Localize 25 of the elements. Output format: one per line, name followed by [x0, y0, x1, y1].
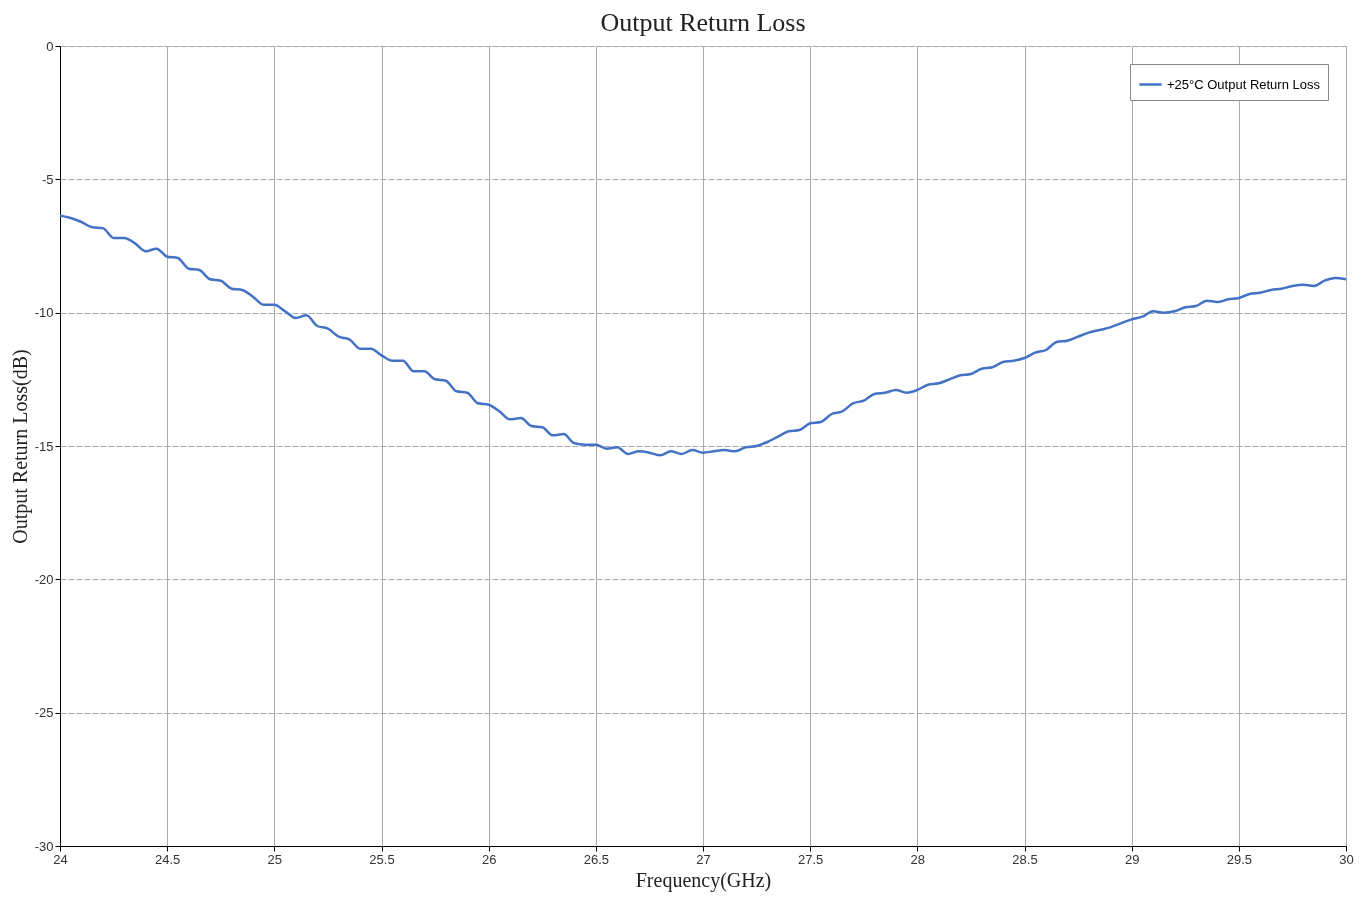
y-tick-label: -5	[41, 171, 54, 187]
chart-title: Output Return Loss	[600, 8, 806, 37]
y-tick-label: -20	[34, 571, 54, 587]
y-tick-label: -10	[34, 305, 54, 321]
line-series	[58, 214, 1348, 457]
y-axis-title: Output Return Loss(dB)	[8, 349, 32, 544]
x-tick-label: 26	[481, 851, 497, 867]
y-tick-label: 0	[46, 38, 54, 54]
y-tick-label: -25	[34, 705, 54, 721]
x-tick-label: 24	[53, 851, 68, 867]
y-tick-label: -30	[34, 838, 54, 854]
x-tick-label: 25.5	[369, 851, 395, 867]
x-tick-label: 24.5	[155, 851, 181, 867]
x-tick-label: 30	[1339, 851, 1354, 867]
legend-label: +25°C Output Return Loss	[1167, 76, 1321, 92]
x-tick-label: 26.5	[583, 851, 609, 867]
y-tick-label: -15	[34, 438, 54, 454]
x-tick-label: 28	[910, 851, 926, 867]
x-tick-label: 29.5	[1226, 851, 1252, 867]
x-axis-title: Frequency(GHz)	[635, 868, 772, 892]
x-tick-label: 25	[267, 851, 283, 867]
x-tick-label: 29	[1124, 851, 1140, 867]
x-tick-label: 27.5	[798, 851, 824, 867]
x-tick-label: 28.5	[1012, 851, 1038, 867]
x-tick-label: 27	[696, 851, 711, 867]
